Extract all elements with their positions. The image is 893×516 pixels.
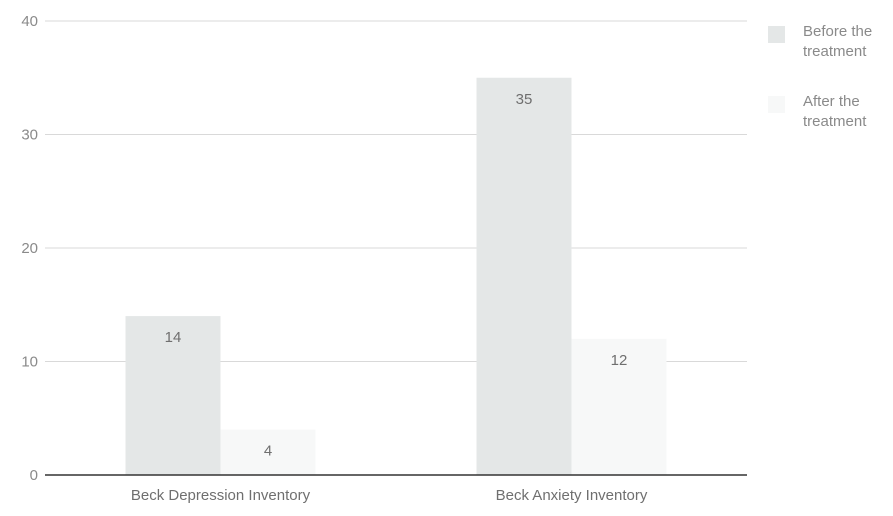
x-tick-label: Beck Anxiety Inventory — [496, 487, 648, 504]
y-tick-label: 40 — [21, 13, 38, 30]
y-tick-label: 30 — [21, 127, 38, 144]
bar — [476, 77, 572, 475]
y-tick-label: 0 — [30, 467, 38, 484]
data-label: 35 — [516, 91, 533, 108]
y-tick-label: 20 — [21, 240, 38, 257]
legend-swatch-before — [768, 26, 785, 43]
legend-item-before[interactable]: Before the treatment — [768, 22, 893, 92]
legend-label-after: After the treatment — [803, 93, 867, 130]
legend-label-before: Before the treatment — [803, 23, 873, 60]
data-label: 4 — [264, 443, 272, 460]
x-tick-label: Beck Depression Inventory — [131, 487, 311, 504]
data-label: 14 — [165, 329, 182, 346]
bar — [220, 429, 316, 475]
data-label: 12 — [611, 352, 628, 369]
legend-item-after[interactable]: After the treatment — [768, 92, 893, 162]
bar — [571, 338, 667, 475]
bar — [125, 316, 221, 475]
legend-swatch-after — [768, 96, 785, 113]
legend: Before the treatment After the treatment — [768, 22, 893, 162]
y-tick-label: 10 — [21, 354, 38, 371]
